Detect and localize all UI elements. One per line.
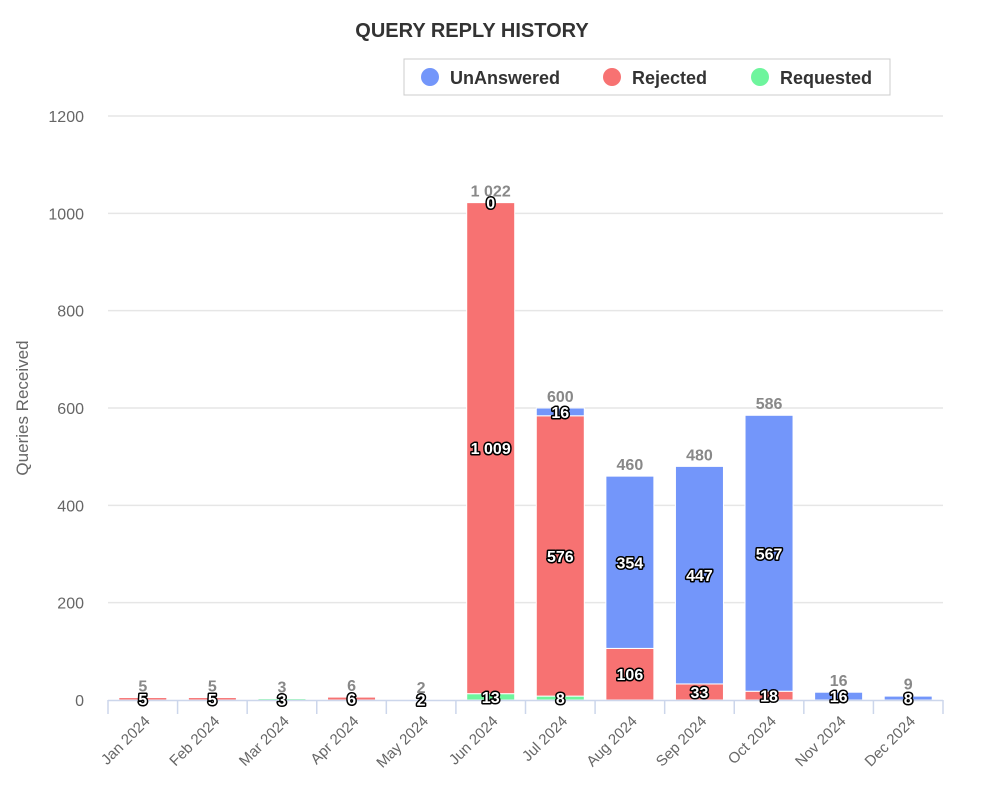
data-label: 567 xyxy=(756,546,783,563)
legend-marker-rejected xyxy=(603,68,621,86)
data-label: 5 xyxy=(138,692,147,709)
data-label: 354 xyxy=(617,555,644,572)
data-label: 447 xyxy=(686,568,713,585)
data-label: 8 xyxy=(556,691,565,708)
x-tick-label: Sep 2024 xyxy=(653,713,710,770)
data-label: 2 xyxy=(417,693,426,710)
y-axis: 0 200 400 600 800 1000 1200 xyxy=(48,109,84,710)
grid xyxy=(108,115,943,604)
data-label: 3 xyxy=(278,692,287,709)
y-tick-label: 0 xyxy=(75,693,84,710)
bars xyxy=(118,202,933,701)
bar-unanswered[interactable] xyxy=(605,475,655,649)
data-label: 16 xyxy=(551,405,569,422)
legend-item-rejected[interactable]: Rejected xyxy=(632,68,707,88)
data-label: 33 xyxy=(691,685,709,702)
x-tick-label: Jul 2024 xyxy=(519,713,571,765)
data-label: 5 xyxy=(208,692,217,709)
chart-title: QUERY REPLY HISTORY xyxy=(355,20,589,42)
bar-rejected[interactable] xyxy=(466,202,516,695)
x-tick-label: Mar 2024 xyxy=(236,713,293,770)
bar-unanswered[interactable] xyxy=(674,465,724,685)
stack-total-label: 5 xyxy=(208,679,217,696)
y-tick-label: 1200 xyxy=(48,109,84,126)
x-tick-label: Jan 2024 xyxy=(98,713,154,769)
legend-box xyxy=(403,58,891,96)
x-tick-label: Apr 2024 xyxy=(307,713,362,768)
data-label: 8 xyxy=(904,691,913,708)
stack-total-label: 3 xyxy=(278,680,287,697)
y-tick-label: 400 xyxy=(57,498,84,515)
stack-total-label: 5 xyxy=(138,679,147,696)
stack-total-label: 480 xyxy=(686,447,713,464)
y-tick-label: 800 xyxy=(57,304,84,321)
x-tick-label: Dec 2024 xyxy=(862,713,919,770)
data-label: 1 009 xyxy=(471,441,511,458)
stack-total-label: 9 xyxy=(904,677,913,694)
stack-total-label: 2 xyxy=(417,680,426,697)
bar-unanswered[interactable] xyxy=(744,414,794,692)
y-tick-label: 200 xyxy=(57,596,84,613)
stack-total-label: 586 xyxy=(756,396,783,413)
bar-rejected[interactable] xyxy=(535,415,585,697)
bar-unanswered[interactable] xyxy=(535,407,585,417)
x-tick-label: Feb 2024 xyxy=(166,713,223,770)
data-label: 18 xyxy=(760,689,778,706)
y-tick-label: 600 xyxy=(57,401,84,418)
legend-marker-requested xyxy=(751,68,769,86)
y-axis-label: Queries Received xyxy=(13,340,32,475)
data-label: 16 xyxy=(830,689,848,706)
x-tick-label: Nov 2024 xyxy=(792,713,849,770)
stack-total-label: 6 xyxy=(347,678,356,695)
legend-item-unanswered[interactable]: UnAnswered xyxy=(450,68,560,88)
x-tick-label: Aug 2024 xyxy=(583,713,640,770)
data-label: 13 xyxy=(482,690,500,707)
legend: UnAnswered Rejected Requested xyxy=(403,58,891,96)
x-tick-label: Oct 2024 xyxy=(725,713,780,768)
legend-marker-unanswered xyxy=(421,68,439,86)
y-tick-label: 1000 xyxy=(48,206,84,223)
data-label: 6 xyxy=(347,692,356,709)
stack-total-label: 1 022 xyxy=(471,184,511,201)
x-tick-label: May 2024 xyxy=(373,713,432,772)
data-label: 106 xyxy=(617,667,644,684)
stack-total-label: 460 xyxy=(617,457,644,474)
legend-item-requested[interactable]: Requested xyxy=(780,68,872,88)
stack-total-label: 600 xyxy=(547,389,574,406)
stack-total-label: 16 xyxy=(830,673,848,690)
data-label: 0 xyxy=(486,196,495,213)
x-axis: Jan 2024 Feb 2024 Mar 2024 Apr 2024 May 2024… xyxy=(98,699,944,772)
x-tick-label: Jun 2024 xyxy=(446,713,502,769)
data-label: 576 xyxy=(547,549,574,566)
